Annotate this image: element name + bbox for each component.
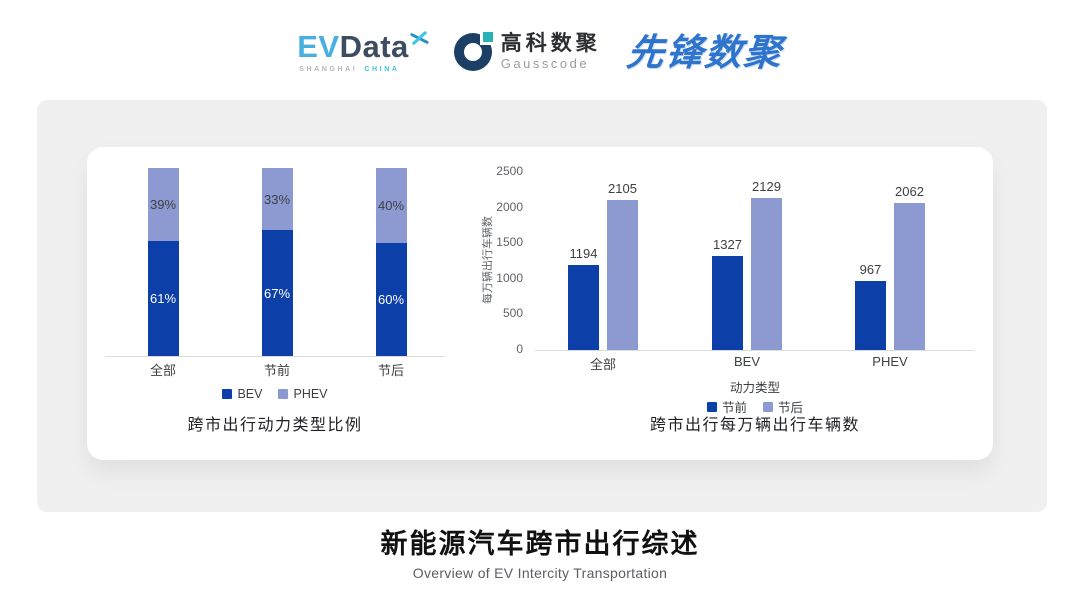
category-label-节前: 节前 [263, 363, 290, 378]
bar-label: 33% [263, 191, 291, 207]
bar-PHEV-节前: 33% [261, 168, 293, 231]
bar-节后-BEV [751, 198, 782, 350]
bar-节前-全部 [568, 264, 599, 350]
category-label-节后: 节后 [377, 363, 404, 378]
xianfeng-logo: 先锋数聚 [624, 31, 785, 73]
bar-PHEV-节后: 40% [375, 168, 407, 244]
right-chart-plot: 0 500 1000 1500 2000 2500 1194 2105 全部 1327 2129 BE… [447, 147, 993, 382]
evdata-logo: EV Data SHANGHAI CHINA [297, 29, 429, 73]
bar-value-label: 2129 [752, 179, 781, 195]
legend-label: BEV [237, 387, 263, 401]
x-axis-line [535, 350, 975, 351]
chart-card: 61% 39% 全部 67% 33% 节前 60% 40% 节后 BEV PHEV 跨市出行动力类… [37, 100, 1047, 512]
left-chart-legend: BEV PHEV [105, 387, 445, 401]
left-chart-title: 跨市出行动力类型比例 [187, 417, 363, 434]
x-axis-line [105, 356, 445, 357]
gausscode-en-text: Gausscode [500, 56, 590, 72]
right-chart-title: 跨市出行每万辆出行车辆数 [649, 417, 860, 434]
y-tick-label-1500: 1500 [496, 235, 523, 250]
bar-label: 60% [377, 292, 405, 308]
y-tick-label-1000: 1000 [496, 270, 523, 285]
gausscode-hole [463, 43, 482, 61]
bar-BEV-全部: 61% [147, 241, 179, 356]
right-chart: 0 500 1000 1500 2000 2500 1194 2105 全部 1327 2129 BE… [447, 147, 993, 460]
legend-label: 节后 [778, 401, 804, 415]
legend-label: PHEV [293, 387, 328, 401]
bar-value-label: 2105 [608, 181, 637, 197]
bar-label: 39% [149, 197, 177, 213]
legend-item-BEV: BEV [222, 387, 262, 401]
bar-label: 40% [377, 198, 405, 214]
bar-label: 61% [149, 291, 177, 307]
gausscode-g-icon [453, 31, 494, 71]
y-tick-label-2500: 2500 [496, 164, 523, 178]
right-chart-xlabel: 动力类型 [729, 381, 780, 395]
right-chart-ylabel: 每万辆出行车辆数 [482, 216, 494, 304]
bar-PHEV-全部: 39% [147, 168, 179, 242]
category-label-全部: 全部 [149, 363, 176, 378]
legend-swatch-节后 [763, 401, 773, 412]
legend-item-PHEV: PHEV [278, 387, 328, 401]
evdata-wordmark: EV Data [297, 29, 429, 64]
chart-panel: 61% 39% 全部 67% 33% 节前 60% 40% 节后 BEV PHEV 跨市出行动力类… [87, 147, 993, 460]
evdata-subtitle: SHANGHAI CHINA [299, 66, 399, 73]
bar-节前-PHEV [855, 281, 886, 350]
legend-label: 节前 [721, 401, 747, 415]
gausscode-accent-square [482, 32, 493, 42]
legend-item-节后: 节后 [763, 397, 803, 416]
bar-BEV-节前: 67% [261, 230, 293, 356]
left-chart-plot: 61% 39% 全部 67% 33% 节前 60% 40% 节后 [105, 147, 445, 382]
evdata-star-icon [410, 31, 429, 45]
page-subtitle: Overview of EV Intercity Transportation [412, 565, 668, 582]
gausscode-cn-text: 高科数聚 [500, 32, 601, 56]
bar-BEV-节后: 60% [375, 243, 407, 356]
left-chart: 61% 39% 全部 67% 33% 节前 60% 40% 节后 BEV PHEV 跨市出行动力类… [105, 147, 445, 460]
gausscode-logo: 高科数聚 Gausscode [453, 31, 601, 71]
evdata-ev-text: EV [297, 29, 340, 64]
evdata-data-text: Data [339, 29, 409, 64]
evdata-china-text: CHINA [364, 66, 400, 73]
legend-item-节前: 节前 [706, 397, 747, 416]
legend-swatch-BEV [222, 389, 233, 399]
header: EV Data SHANGHAI CHINA 高科数聚 Gausscode [0, 20, 1080, 84]
y-tick-label-0: 0 [516, 342, 523, 356]
right-chart-legend: 节前 节后 [535, 397, 975, 416]
evdata-shanghai-text: SHANGHAI [299, 66, 358, 73]
category-label-BEV: BEV [733, 354, 760, 369]
bar-value-label: 967 [859, 262, 882, 278]
bar-节后-PHEV [894, 203, 925, 350]
footer: 新能源汽车跨市出行综述 Overview of EV Intercity Tra… [0, 528, 1080, 581]
legend-swatch-PHEV [278, 389, 289, 399]
bar-value-label: 1194 [569, 245, 598, 261]
legend-swatch-节前 [706, 401, 717, 412]
gausscode-text: 高科数聚 Gausscode [501, 33, 601, 71]
bar-value-label: 2062 [895, 184, 924, 200]
y-tick-label-2000: 2000 [496, 199, 523, 214]
bar-节后-全部 [607, 200, 638, 350]
bar-节前-BEV [712, 255, 743, 350]
category-label-全部: 全部 [589, 357, 616, 372]
bar-value-label: 1327 [713, 236, 742, 252]
y-tick-label-500: 500 [502, 306, 523, 321]
page-title: 新能源汽车跨市出行综述 [380, 529, 700, 559]
bar-label: 67% [263, 285, 291, 301]
category-label-PHEV: PHEV [872, 354, 908, 369]
